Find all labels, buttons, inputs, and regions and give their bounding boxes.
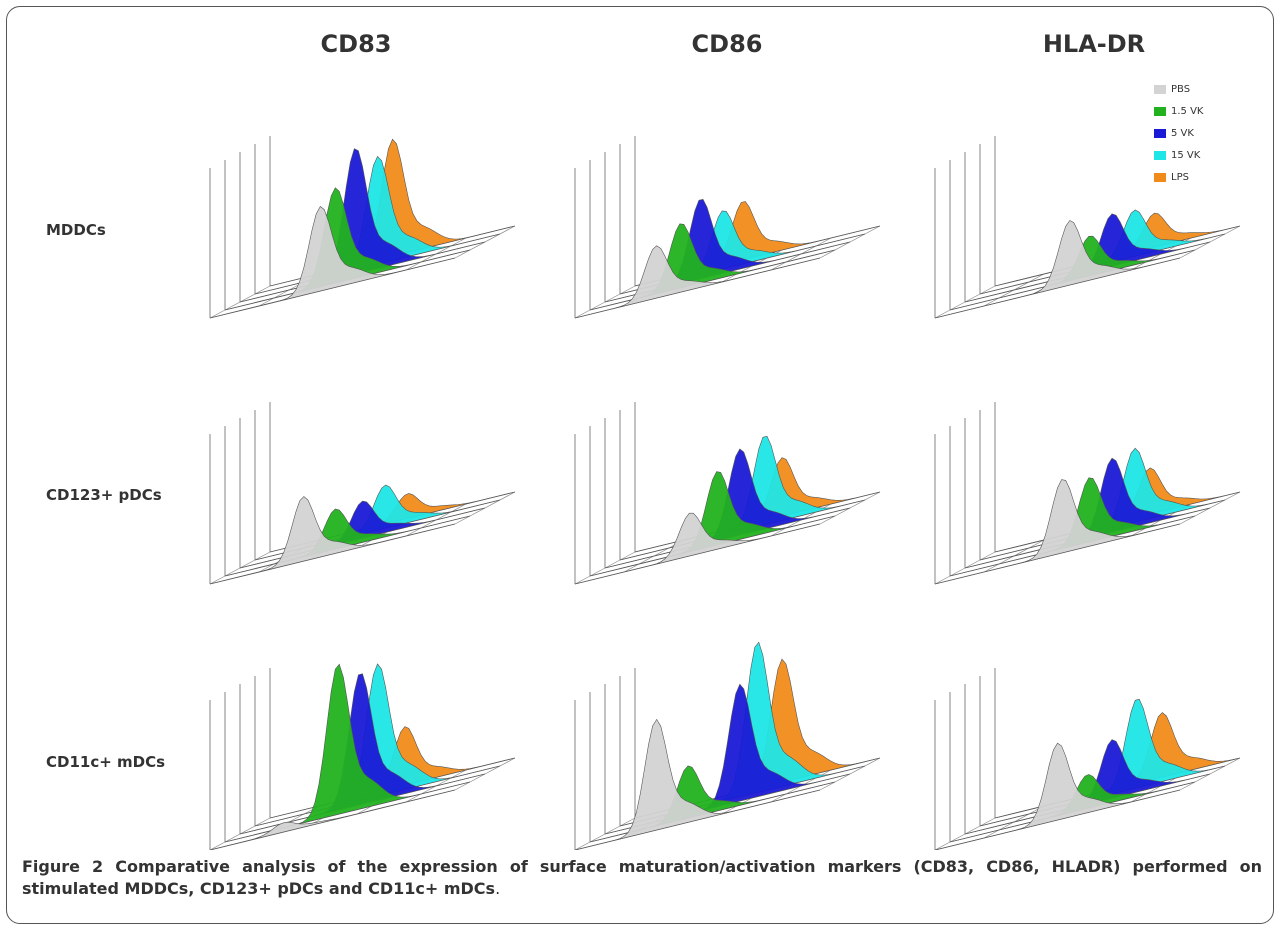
- caption-text: Comparative analysis of the expression o…: [22, 857, 1262, 898]
- histogram-panels: [209, 136, 1241, 850]
- row-label-cd123-pdcs: CD123+ pDCs: [46, 486, 162, 504]
- legend-swatch-1-5-vk: [1154, 106, 1166, 116]
- legend-swatch-5-vk: [1154, 128, 1166, 138]
- histogram-pbs: [209, 206, 456, 319]
- histogram-1-5-vk: [224, 187, 471, 311]
- panel-mddcs-hla-dr: [934, 136, 1241, 319]
- legend-swatch-lps: [1154, 172, 1166, 182]
- legend-swatch-15-vk: [1154, 150, 1166, 160]
- caption-label: Figure 2: [22, 857, 104, 876]
- legend-entry-pbs: PBS: [1154, 78, 1203, 100]
- histogram-1-5-vk: [224, 663, 471, 843]
- panel-cd11c-mdcs-cd86: [574, 641, 881, 850]
- histogram-pbs: [574, 512, 821, 585]
- histogram-pbs: [574, 718, 821, 850]
- legend-label-1-5-vk: 1.5 VK: [1171, 105, 1204, 117]
- histogram-15-vk: [254, 155, 501, 295]
- column-header-hla-dr: HLA-DR: [1042, 30, 1146, 58]
- histogram-pbs: [934, 220, 1181, 319]
- legend-entry-15-vk: 15 VK: [1154, 144, 1203, 166]
- histogram-5-vk: [239, 148, 486, 303]
- panel-mddcs-cd86: [574, 136, 881, 319]
- histogram-1-5-vk: [589, 471, 836, 577]
- row-label-mddcs: MDDCs: [46, 221, 106, 239]
- legend-entry-lps: LPS: [1154, 166, 1203, 188]
- histogram-5-vk: [239, 673, 486, 835]
- column-header-cd83: CD83: [320, 30, 392, 58]
- legend-label-pbs: PBS: [1171, 83, 1191, 95]
- panel-cd123-pdcs-cd83: [209, 402, 516, 585]
- legend-swatch-pbs: [1154, 84, 1166, 94]
- legend-label-lps: LPS: [1171, 171, 1189, 183]
- row-label-cd11c-mdcs: CD11c+ mDCs: [46, 753, 166, 771]
- legend-label-5-vk: 5 VK: [1171, 127, 1194, 139]
- legend-label-15-vk: 15 VK: [1171, 149, 1201, 161]
- legend-entry-1-5-vk: 1.5 VK: [1154, 100, 1203, 122]
- histogram-pbs: [574, 245, 821, 319]
- figure-frame: [6, 6, 1274, 924]
- panel-cd123-pdcs-cd86: [574, 402, 881, 585]
- panel-cd11c-mdcs-hla-dr: [934, 668, 1241, 850]
- legend: PBS 1.5 VK 5 VK 15 VK LPS: [1154, 78, 1203, 188]
- histogram-pbs: [934, 742, 1181, 850]
- panel-cd123-pdcs-hla-dr: [934, 402, 1241, 585]
- histogram-1-5-vk: [224, 508, 471, 577]
- caption-period: .: [495, 879, 501, 898]
- panel-mddcs-cd83: [209, 136, 516, 319]
- histogram-pbs: [209, 789, 456, 850]
- panel-cd11c-mdcs-cd83: [209, 663, 516, 850]
- legend-entry-5-vk: 5 VK: [1154, 122, 1203, 144]
- column-header-cd86: CD86: [691, 30, 763, 58]
- histogram-pbs: [209, 496, 456, 585]
- figure-caption: Figure 2 Comparative analysis of the exp…: [22, 856, 1262, 900]
- histogram-pbs: [934, 479, 1181, 585]
